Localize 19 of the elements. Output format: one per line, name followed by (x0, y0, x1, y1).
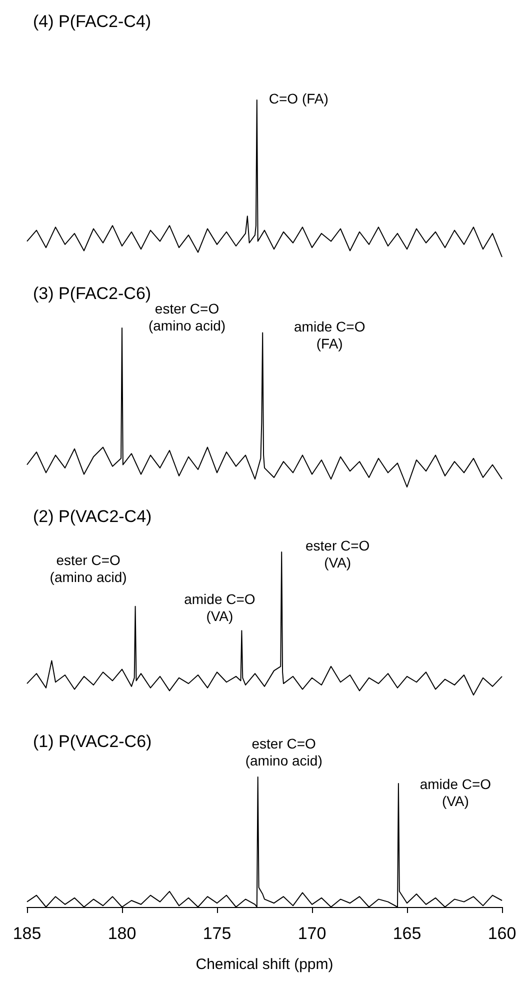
annotation: amide C=O (FA) (294, 318, 366, 352)
x-tick-label: 160 (488, 924, 516, 943)
annotation: ester C=O (amino acid) (50, 552, 127, 585)
x-tick-label: 180 (108, 924, 136, 943)
annotation: ester C=O (amino acid) (148, 300, 226, 334)
annotation: amide C=O (VA) (184, 591, 256, 624)
annotation: amide C=O (VA) (420, 776, 492, 809)
x-axis-title: Chemical shift (ppm) (196, 956, 334, 973)
annotation: ester C=O (amino acid) (245, 736, 322, 768)
chart-title: (2) P(VAC2-C4) (33, 507, 152, 526)
chart-title: (3) P(FAC2-C6) (33, 284, 152, 303)
x-tick-label: 165 (392, 924, 422, 943)
chart-title: (4) P(FAC2-C4) (33, 12, 152, 31)
annotation: C=O (FA) (268, 90, 328, 106)
x-tick-label: 175 (202, 924, 232, 943)
x-tick-label: 185 (12, 924, 42, 943)
chart-title: (1) P(VAC2-C6) (33, 732, 152, 751)
annotation: ester C=O (VA) (306, 538, 370, 570)
x-tick-label: 170 (298, 924, 326, 943)
